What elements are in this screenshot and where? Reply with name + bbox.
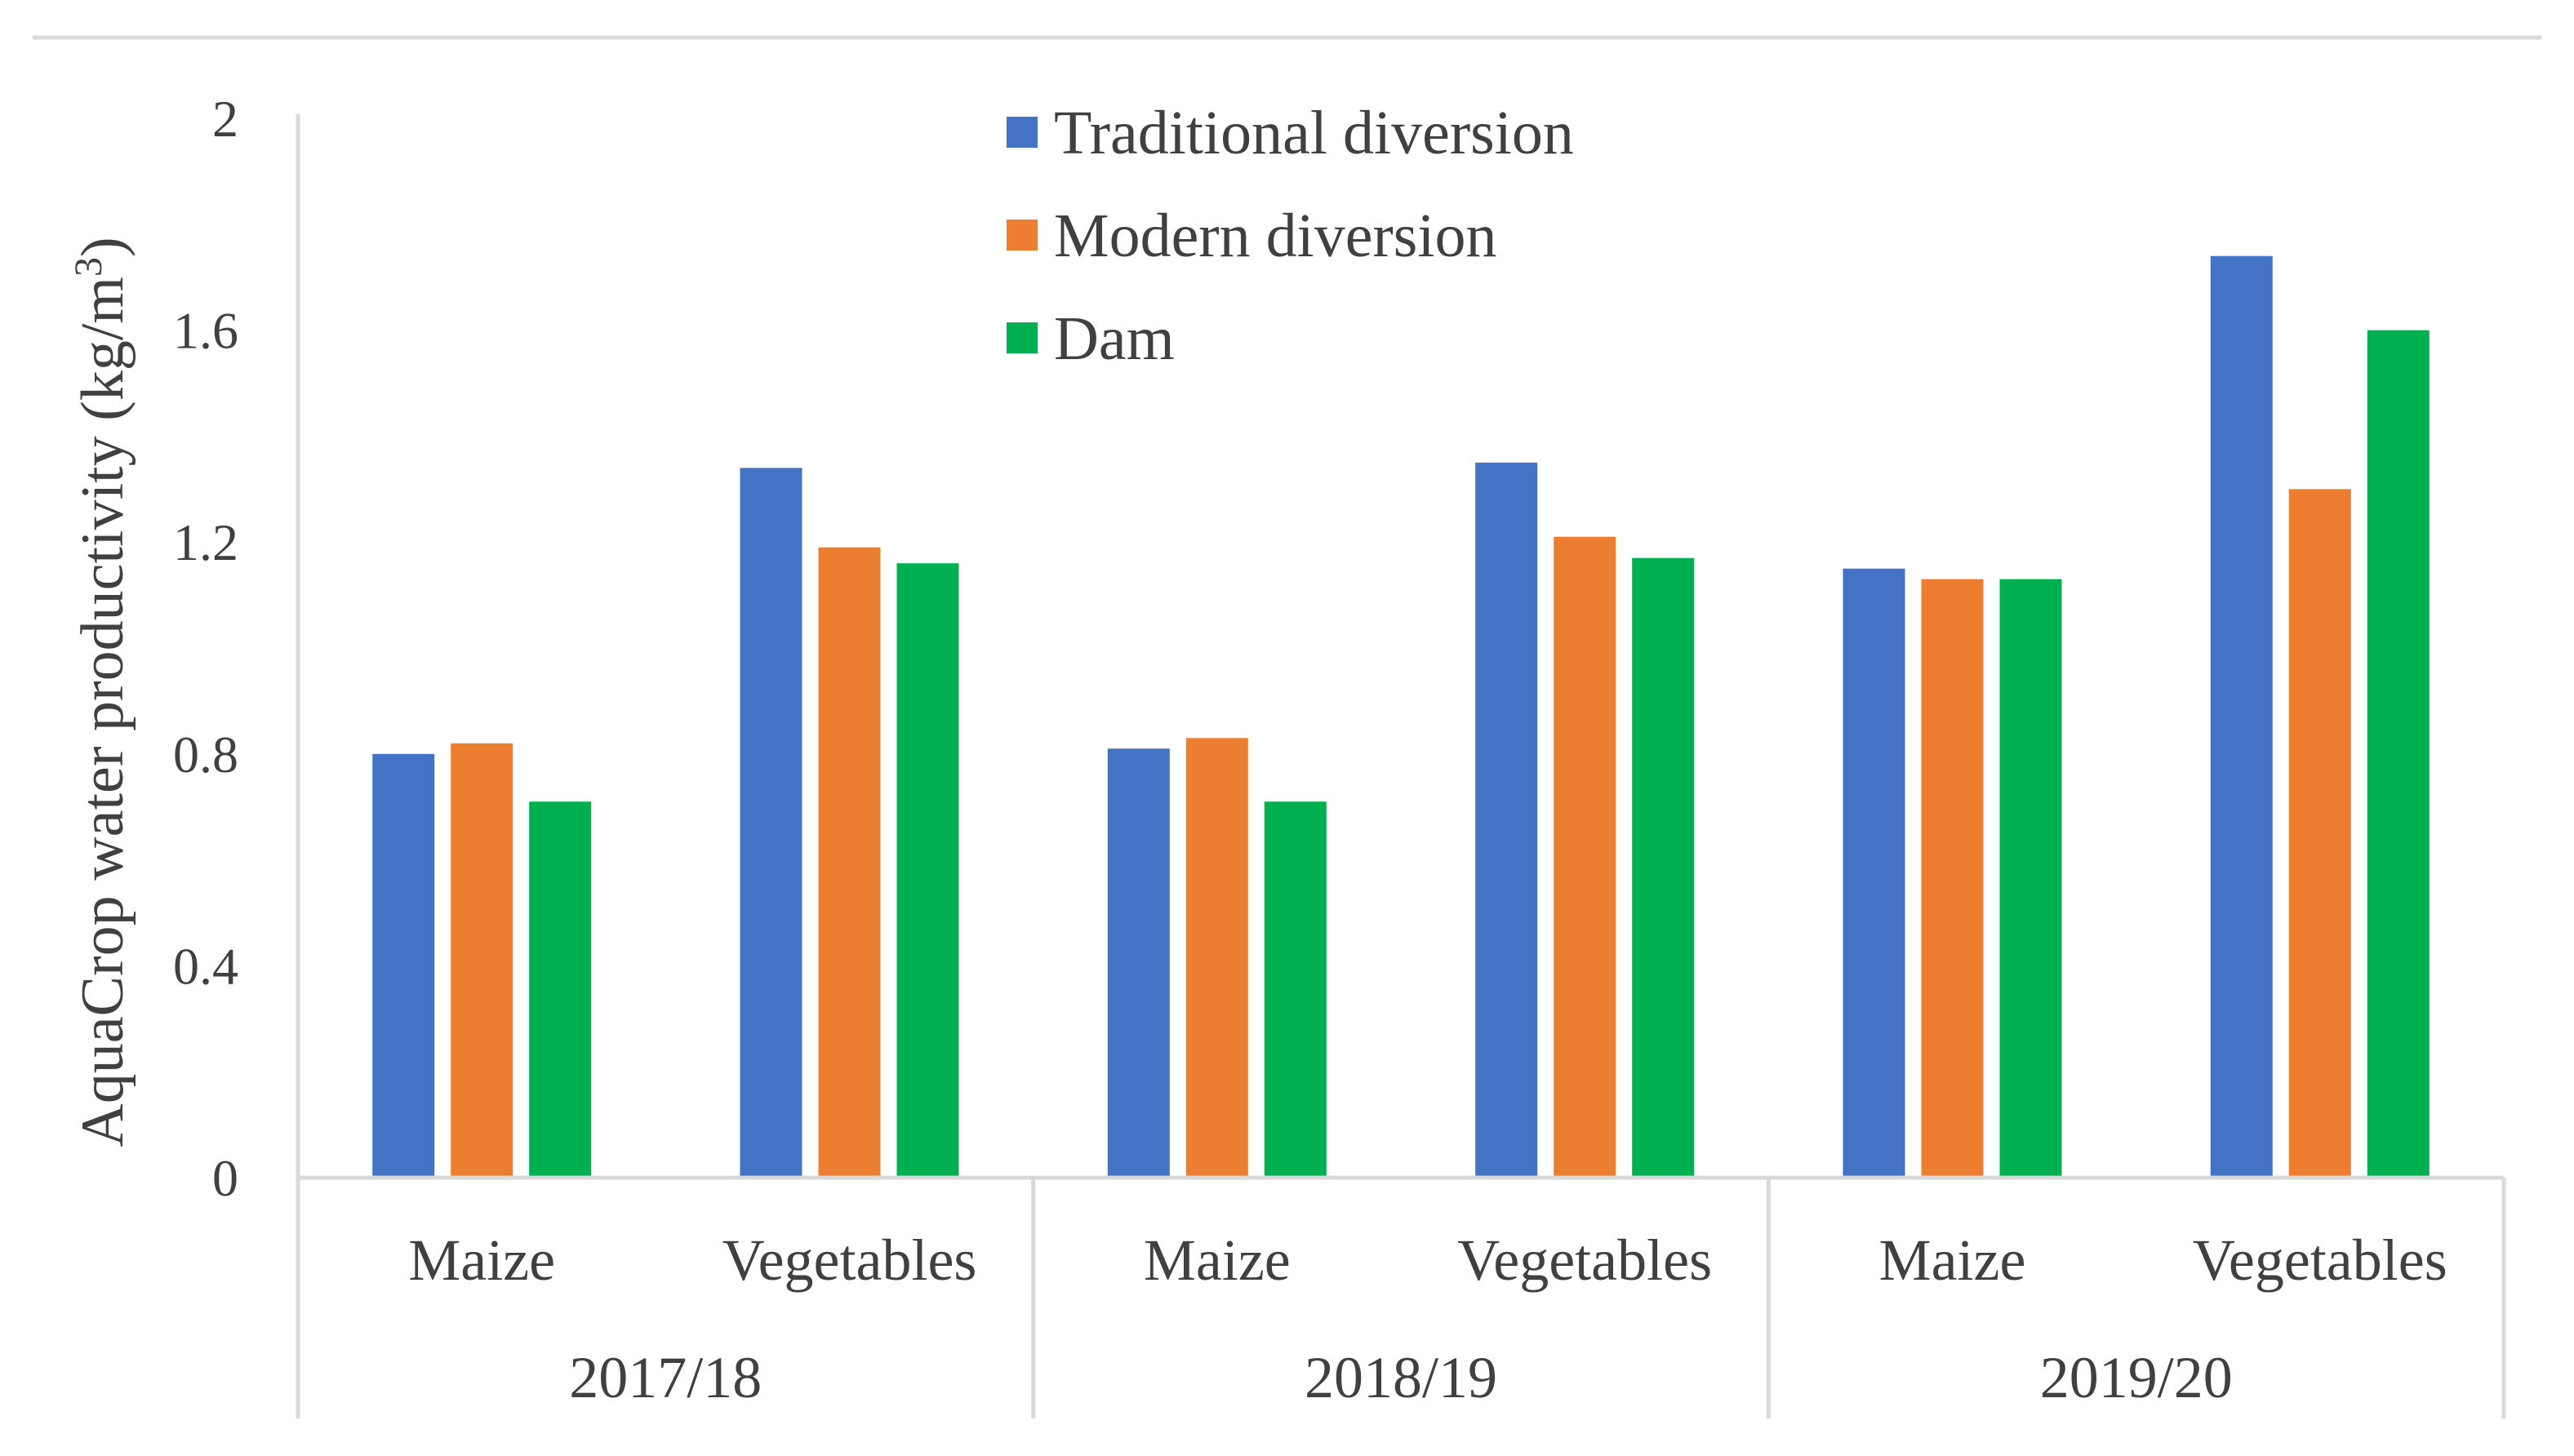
bar-modern-diversion-2 [1185,738,1248,1178]
x-group-label-0: 2017/18 [569,1345,762,1410]
y-axis-label-main: AquaCrop water productivity (kg/m [69,277,136,1147]
bar-dam-2 [1264,801,1327,1178]
x-category-label-0: Maize [408,1227,555,1293]
bar-traditional-diversion-5 [2210,255,2273,1179]
x-categories-layer: Maize Vegetables Maize Vegetables Maize Veget… [408,1227,2447,1410]
bar-traditional-diversion-1 [740,468,802,1178]
x-category-label-2: Maize [1144,1227,1291,1293]
bar-traditional-diversion-3 [1475,462,1538,1178]
x-category-label-5: Vegetables [2193,1227,2447,1293]
x-category-label-1: Vegetables [722,1227,977,1293]
bar-modern-diversion-5 [2288,489,2351,1178]
legend-label-1: Modern diversion [1054,202,1496,270]
bar-traditional-diversion-4 [1843,568,1905,1178]
bar-dam-1 [896,563,959,1178]
bar-dam-5 [2367,330,2430,1179]
bar-modern-diversion-0 [451,743,513,1178]
axes-layer [296,114,2506,1418]
bar-traditional-diversion-0 [372,753,435,1178]
bar-traditional-diversion-2 [1107,748,1170,1178]
bar-modern-diversion-3 [1554,536,1616,1178]
bar-modern-diversion-4 [1921,579,1984,1178]
x-category-label-3: Vegetables [1457,1227,1712,1293]
y-tick-label-1: 0.4 [173,937,238,995]
legend-label-0: Traditional diversion [1054,99,1574,167]
legend-swatch-2 [1007,322,1038,353]
bar-dam-0 [529,801,592,1178]
y-tick-label-5: 2 [212,90,238,148]
y-tick-label-2: 0.8 [173,726,238,783]
y-tick-label-4: 1.6 [173,302,238,360]
y-axis-label-end: ) [69,237,136,257]
x-category-label-4: Maize [1879,1227,2026,1293]
y-axis-label-sup: 3 [67,257,110,277]
bar-dam-3 [1632,557,1695,1178]
y-axis-label: AquaCrop water productivity (kg/m3) [67,237,137,1147]
x-group-label-1: 2018/19 [1305,1345,1497,1410]
legend-swatch-1 [1007,220,1038,251]
bar-dam-4 [1999,579,2062,1178]
y-tick-label-3: 1.2 [173,513,238,571]
y-tick-label-0: 0 [212,1149,238,1207]
bars-layer [372,255,2430,1179]
x-group-label-2: 2019/20 [2040,1345,2233,1410]
bar-modern-diversion-1 [818,547,881,1178]
y-ticks-layer: 0 0.4 0.8 1.2 1.6 2 [173,90,238,1207]
legend: Traditional diversion Modern diversion Dam [1007,99,1574,373]
legend-swatch-0 [1007,117,1038,148]
legend-label-2: Dam [1054,304,1175,373]
